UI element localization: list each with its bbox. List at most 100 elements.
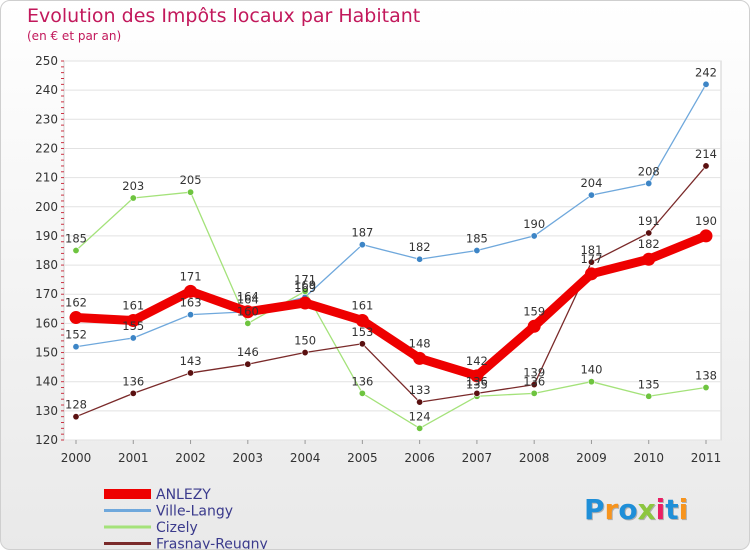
logo-letter: o	[618, 493, 638, 526]
x-tick-label: 2001	[118, 451, 149, 465]
data-point	[584, 267, 598, 281]
y-tick-label: 130	[35, 404, 58, 418]
data-point	[416, 255, 424, 263]
data-point	[244, 360, 252, 368]
data-point	[72, 413, 80, 421]
logo-letter: i	[655, 493, 666, 526]
y-tick-label: 190	[35, 229, 58, 243]
data-label: 203	[122, 179, 144, 193]
x-tick-label: 2008	[519, 451, 550, 465]
data-label: 146	[237, 345, 259, 359]
x-tick-label: 2007	[462, 451, 493, 465]
data-point	[72, 343, 80, 351]
data-point	[241, 305, 255, 319]
data-point	[587, 258, 595, 266]
data-label: 133	[409, 383, 431, 397]
data-label: 136	[523, 374, 545, 388]
data-point	[530, 389, 538, 397]
data-point	[702, 162, 710, 170]
data-point	[587, 378, 595, 386]
data-point	[702, 384, 710, 392]
y-tick-label: 170	[35, 287, 58, 301]
data-label: 148	[409, 336, 431, 350]
chart-title: Evolution des Impôts locaux par Habitant	[27, 5, 421, 27]
x-tick-label: 2009	[576, 451, 607, 465]
data-label: 171	[294, 272, 316, 286]
data-label: 135	[466, 377, 488, 391]
data-label: 139	[523, 366, 545, 380]
y-tick-label: 230	[35, 112, 58, 126]
data-label: 161	[351, 298, 373, 312]
series-line	[71, 231, 711, 381]
data-label: 181	[580, 243, 602, 257]
y-tick-label: 120	[35, 433, 58, 447]
y-tick-label: 140	[35, 375, 58, 389]
data-label: 208	[638, 164, 660, 178]
data-label: 205	[180, 173, 202, 187]
logo-letter: x	[637, 493, 656, 526]
x-tick-label: 2005	[347, 451, 378, 465]
legend-label: ANLEZY	[156, 487, 211, 503]
data-label: 136	[351, 374, 373, 388]
logo-letter: r	[604, 493, 619, 526]
data-point	[645, 392, 653, 400]
data-point	[129, 389, 137, 397]
data-label: 185	[65, 232, 87, 246]
data-point	[358, 241, 366, 249]
data-point	[645, 179, 653, 187]
data-label: 140	[580, 363, 602, 377]
x-tick-label: 2010	[633, 451, 664, 465]
series-line	[75, 165, 707, 418]
data-point	[642, 252, 656, 266]
data-point	[72, 247, 80, 255]
data-point	[184, 284, 198, 298]
y-tick-label: 200	[35, 200, 58, 214]
data-label: 161	[122, 298, 144, 312]
y-tick-label: 150	[35, 346, 58, 360]
series-ville-langy	[72, 80, 710, 351]
data-label: 169	[294, 281, 316, 295]
data-label: 136	[466, 374, 488, 388]
data-label: 159	[523, 304, 545, 318]
data-label: 135	[638, 377, 660, 391]
data-point	[301, 349, 309, 357]
data-label: 204	[580, 176, 602, 190]
data-label: 155	[122, 319, 144, 333]
y-tick-label: 220	[35, 141, 58, 155]
data-point	[298, 296, 312, 310]
data-point	[530, 381, 538, 389]
data-point	[473, 389, 481, 397]
y-tick-label: 180	[35, 258, 58, 272]
x-tick-label: 2000	[61, 451, 92, 465]
data-point	[187, 188, 195, 196]
data-point	[129, 194, 137, 202]
data-label: 182	[638, 237, 660, 251]
data-point	[645, 229, 653, 237]
data-point	[187, 311, 195, 319]
plot-area	[63, 60, 722, 441]
data-label: 190	[695, 214, 717, 228]
data-label: 136	[122, 374, 144, 388]
data-point	[358, 389, 366, 397]
data-point	[473, 247, 481, 255]
y-tick-label: 210	[35, 171, 58, 185]
data-label: 242	[695, 65, 717, 79]
x-tick-label: 2004	[290, 451, 321, 465]
logo-letter: t	[665, 493, 679, 526]
data-labels: 152 155 163 164 169 187 182 185 190 204 208 242 185 2…	[65, 65, 717, 423]
data-point	[470, 369, 484, 383]
x-tick-label: 2002	[175, 451, 206, 465]
data-point	[416, 424, 424, 432]
x-tick-label: 2006	[404, 451, 435, 465]
data-label: 152	[65, 328, 87, 342]
series-frasnay-reugny	[72, 162, 710, 421]
data-point	[699, 229, 713, 243]
data-point	[416, 398, 424, 406]
data-point	[527, 319, 541, 333]
data-point	[129, 334, 137, 342]
data-point	[413, 351, 427, 365]
data-point	[126, 313, 140, 327]
